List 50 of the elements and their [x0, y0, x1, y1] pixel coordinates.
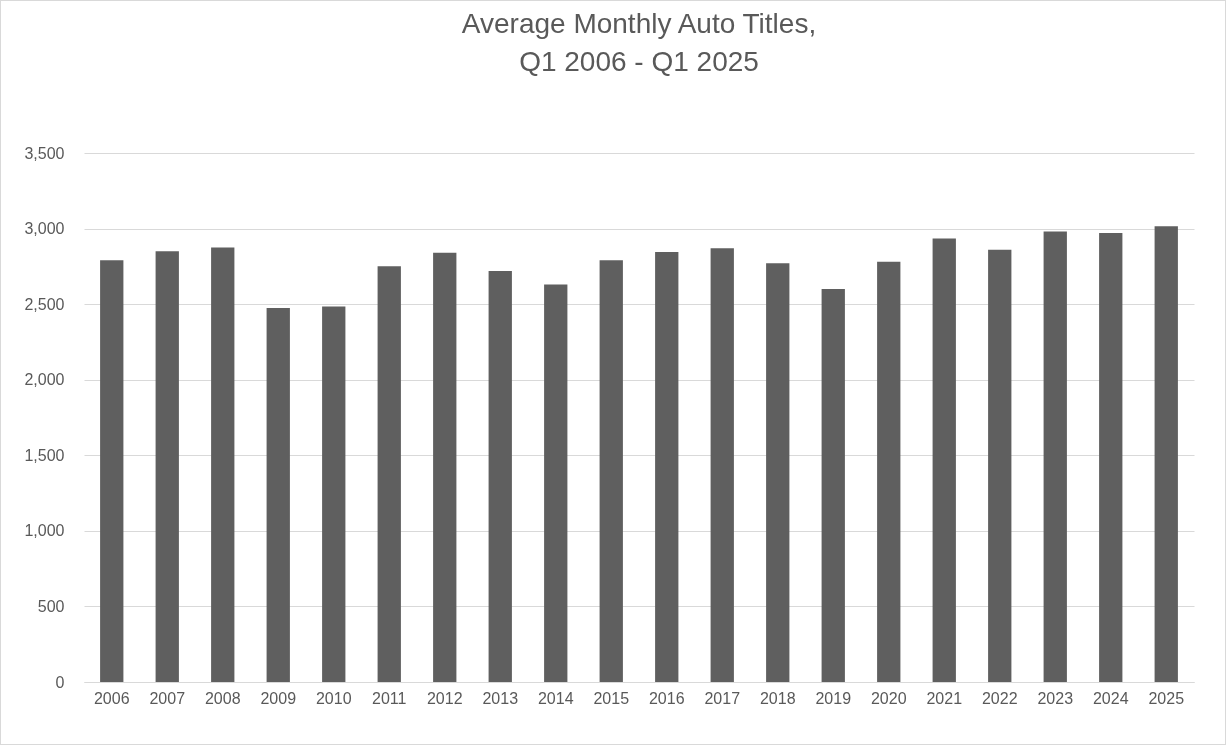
- x-tick-label: 2008: [204, 689, 241, 707]
- y-tick-label: 3,500: [24, 144, 65, 162]
- y-tick-label: 1,500: [24, 446, 65, 464]
- x-tick-label: 2014: [537, 689, 574, 707]
- x-tick-label: 2021: [926, 689, 963, 707]
- bar: [821, 289, 845, 682]
- bar: [877, 261, 901, 682]
- y-tick-label: 2,500: [24, 295, 65, 313]
- bar: [266, 307, 290, 682]
- y-tick-label: 500: [37, 597, 65, 615]
- bar: [488, 270, 512, 682]
- bar: [932, 238, 956, 682]
- x-tick-label: 2019: [815, 689, 852, 707]
- bar: [1154, 226, 1178, 682]
- x-tick-label: 2007: [149, 689, 186, 707]
- bar: [100, 260, 124, 682]
- text: Average Monthly Auto Titles,: [461, 8, 817, 39]
- bar: [433, 252, 457, 682]
- bar: [710, 248, 734, 682]
- x-tick-label: 2024: [1092, 689, 1129, 707]
- x-tick-label: 2013: [482, 689, 519, 707]
- y-tick-label: 2,000: [24, 371, 65, 389]
- x-tick-label: 2006: [93, 689, 130, 707]
- bar: [544, 284, 568, 682]
- x-tick-label: 2009: [260, 689, 297, 707]
- y-tick-label: 0: [55, 673, 65, 691]
- bar: [766, 263, 790, 682]
- x-tick-label: 2020: [870, 689, 907, 707]
- x-tick-label: 2022: [981, 689, 1018, 707]
- x-tick-label: 2012: [426, 689, 463, 707]
- bar: [211, 247, 235, 682]
- bar: [377, 266, 401, 682]
- bar: [1099, 233, 1123, 682]
- x-tick-label: 2023: [1037, 689, 1074, 707]
- x-tick-label: 2011: [372, 689, 407, 707]
- x-tick-label: 2015: [593, 689, 630, 707]
- x-tick-label: 2018: [759, 689, 796, 707]
- bar: [155, 251, 179, 682]
- x-tick-label: 2017: [704, 689, 741, 707]
- x-tick-label: 2025: [1148, 689, 1185, 707]
- bar: [1043, 231, 1067, 682]
- bar: [322, 306, 346, 682]
- x-tick-label: 2010: [315, 689, 352, 707]
- bar: [988, 249, 1012, 682]
- bar: [655, 252, 679, 682]
- x-tick-label: 2016: [648, 689, 685, 707]
- bar: [599, 260, 623, 682]
- text: Q1 2006 - Q1 2025: [519, 46, 759, 77]
- y-tick-label: 1,000: [24, 522, 65, 540]
- y-tick-label: 3,000: [24, 220, 65, 238]
